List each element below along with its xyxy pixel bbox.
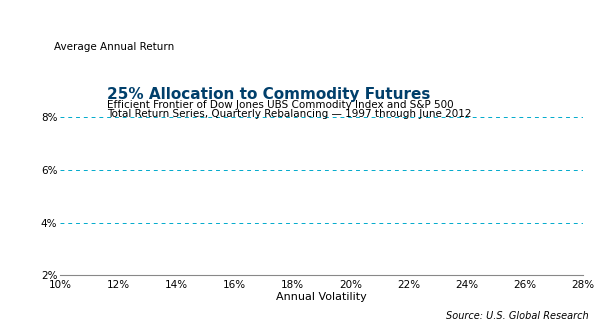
- Text: Average Annual Return: Average Annual Return: [54, 42, 174, 52]
- Text: Efficient Frontier of Dow Jones UBS Commodity Index and S&P 500: Efficient Frontier of Dow Jones UBS Comm…: [107, 100, 454, 110]
- Text: 25% Allocation to Commodity Futures: 25% Allocation to Commodity Futures: [107, 87, 430, 102]
- X-axis label: Annual Volatility: Annual Volatility: [276, 292, 367, 302]
- Text: Source: U.S. Global Research: Source: U.S. Global Research: [447, 311, 589, 321]
- Text: Total Return Series, Quarterly Rebalancing — 1997 through June 2012: Total Return Series, Quarterly Rebalanci…: [107, 109, 472, 119]
